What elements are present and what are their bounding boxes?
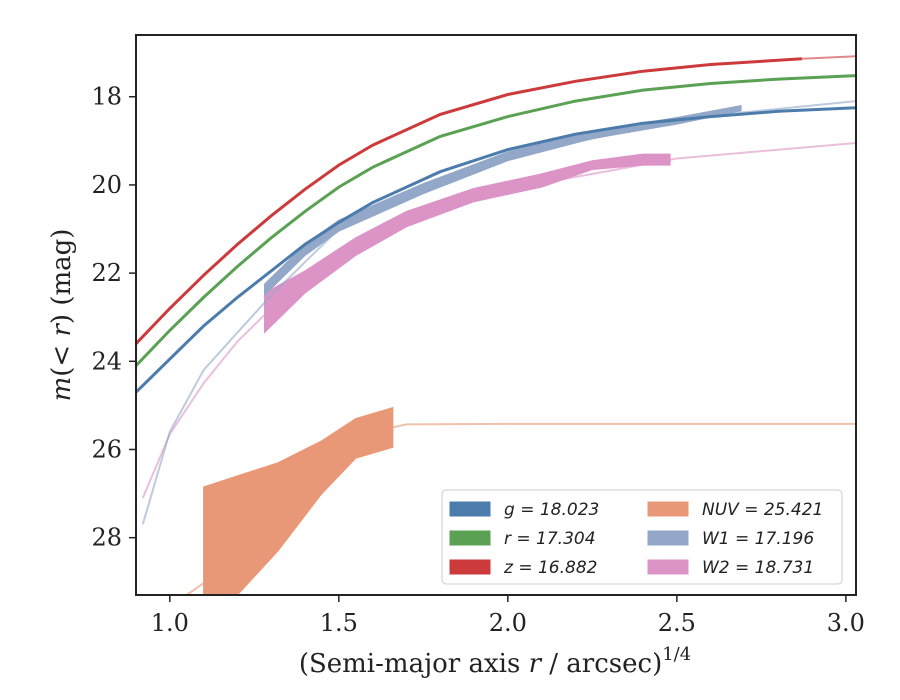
x-tick-label: 1.5 bbox=[320, 609, 358, 637]
y-tick-label: 20 bbox=[91, 171, 122, 199]
legend-box bbox=[441, 489, 843, 585]
y-tick-label: 18 bbox=[91, 83, 122, 111]
legend: g = 18.023 r = 17.304 z = 16.882 NUV = 25.4… bbox=[441, 489, 843, 585]
x-axis-label-exponent: 1/4 bbox=[662, 644, 691, 665]
legend-label-g: g = 18.023 bbox=[504, 500, 599, 520]
series-z-line bbox=[136, 57, 802, 345]
series-w2-band bbox=[264, 153, 671, 334]
legend-swatch-w2 bbox=[647, 559, 689, 575]
legend-swatch-z bbox=[449, 559, 491, 575]
legend-swatch-g bbox=[449, 501, 491, 517]
series-r-line bbox=[136, 74, 856, 367]
series-z-extrapolation-line bbox=[801, 55, 856, 60]
y-tick-label: 28 bbox=[91, 524, 122, 552]
y-axis-label: m(< r) (mag) bbox=[47, 229, 77, 402]
plot-frame bbox=[135, 34, 857, 596]
series-w1-model-line bbox=[141, 100, 856, 525]
x-tick-label: 2.0 bbox=[489, 609, 527, 637]
series-nuv-band bbox=[203, 406, 394, 595]
legend-label-nuv: NUV = 25.421 bbox=[702, 500, 823, 520]
series-layer bbox=[136, 55, 856, 595]
x-tick-label: 3.0 bbox=[827, 609, 865, 637]
y-tick-label: 26 bbox=[91, 435, 122, 463]
series-w1-band bbox=[264, 104, 742, 297]
legend-label-r: r = 17.304 bbox=[504, 529, 596, 549]
y-tick-label: 24 bbox=[91, 347, 122, 375]
legend-label-z: z = 16.882 bbox=[503, 558, 597, 578]
x-tick-label: 2.5 bbox=[658, 609, 696, 637]
legend-label-w1: W1 = 17.196 bbox=[702, 529, 814, 549]
series-g-line bbox=[136, 106, 856, 394]
legend-label-w2: W2 = 18.731 bbox=[702, 558, 814, 578]
ticks-layer: 1.0 1.5 2.0 2.5 3.0 18 20 22 24 26 28 bbox=[91, 83, 864, 637]
legend-swatch-r bbox=[449, 530, 491, 546]
x-axis-label: (Semi-major axis r / arcsec)1/4 bbox=[299, 644, 691, 679]
legend-swatch-nuv bbox=[647, 501, 689, 517]
x-tick-label: 1.0 bbox=[151, 609, 189, 637]
legend-swatch-w1 bbox=[647, 530, 689, 546]
y-tick-label: 22 bbox=[91, 259, 122, 287]
